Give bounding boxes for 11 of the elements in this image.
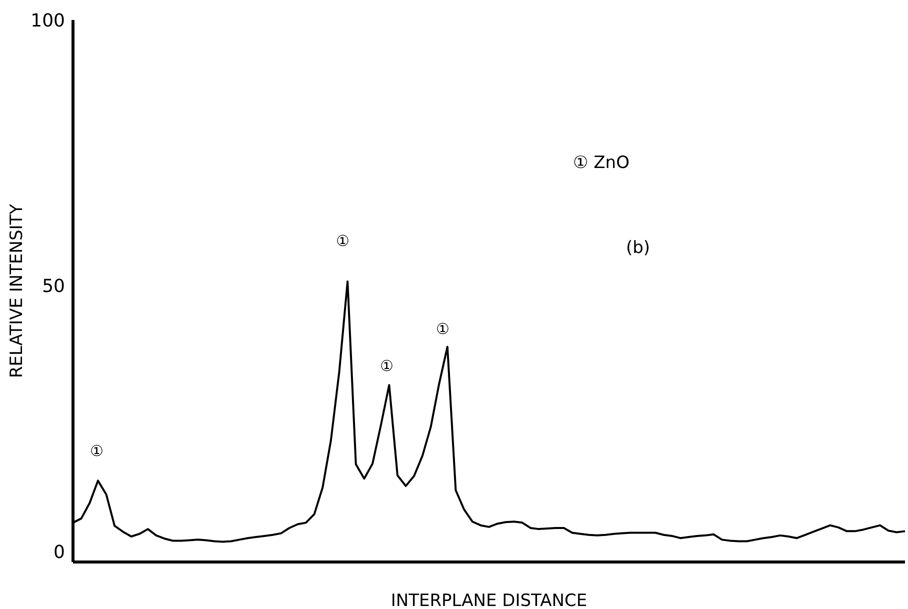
x-axis-title: INTERPLANE DISTANCE	[390, 591, 588, 609]
annotation: ① ZnO	[573, 153, 630, 173]
y-tick-label: 50	[42, 276, 65, 298]
annotation: ①	[436, 320, 450, 338]
annotation: (b)	[626, 238, 650, 258]
y-axis-title: RELATIVE INTENSITY	[7, 203, 28, 378]
annotation: ①	[90, 442, 104, 460]
annotation: ①	[336, 232, 350, 250]
annotation: ①	[380, 357, 394, 375]
y-tick-label: 0	[54, 542, 65, 563]
y-tick-label: 100	[30, 10, 65, 32]
